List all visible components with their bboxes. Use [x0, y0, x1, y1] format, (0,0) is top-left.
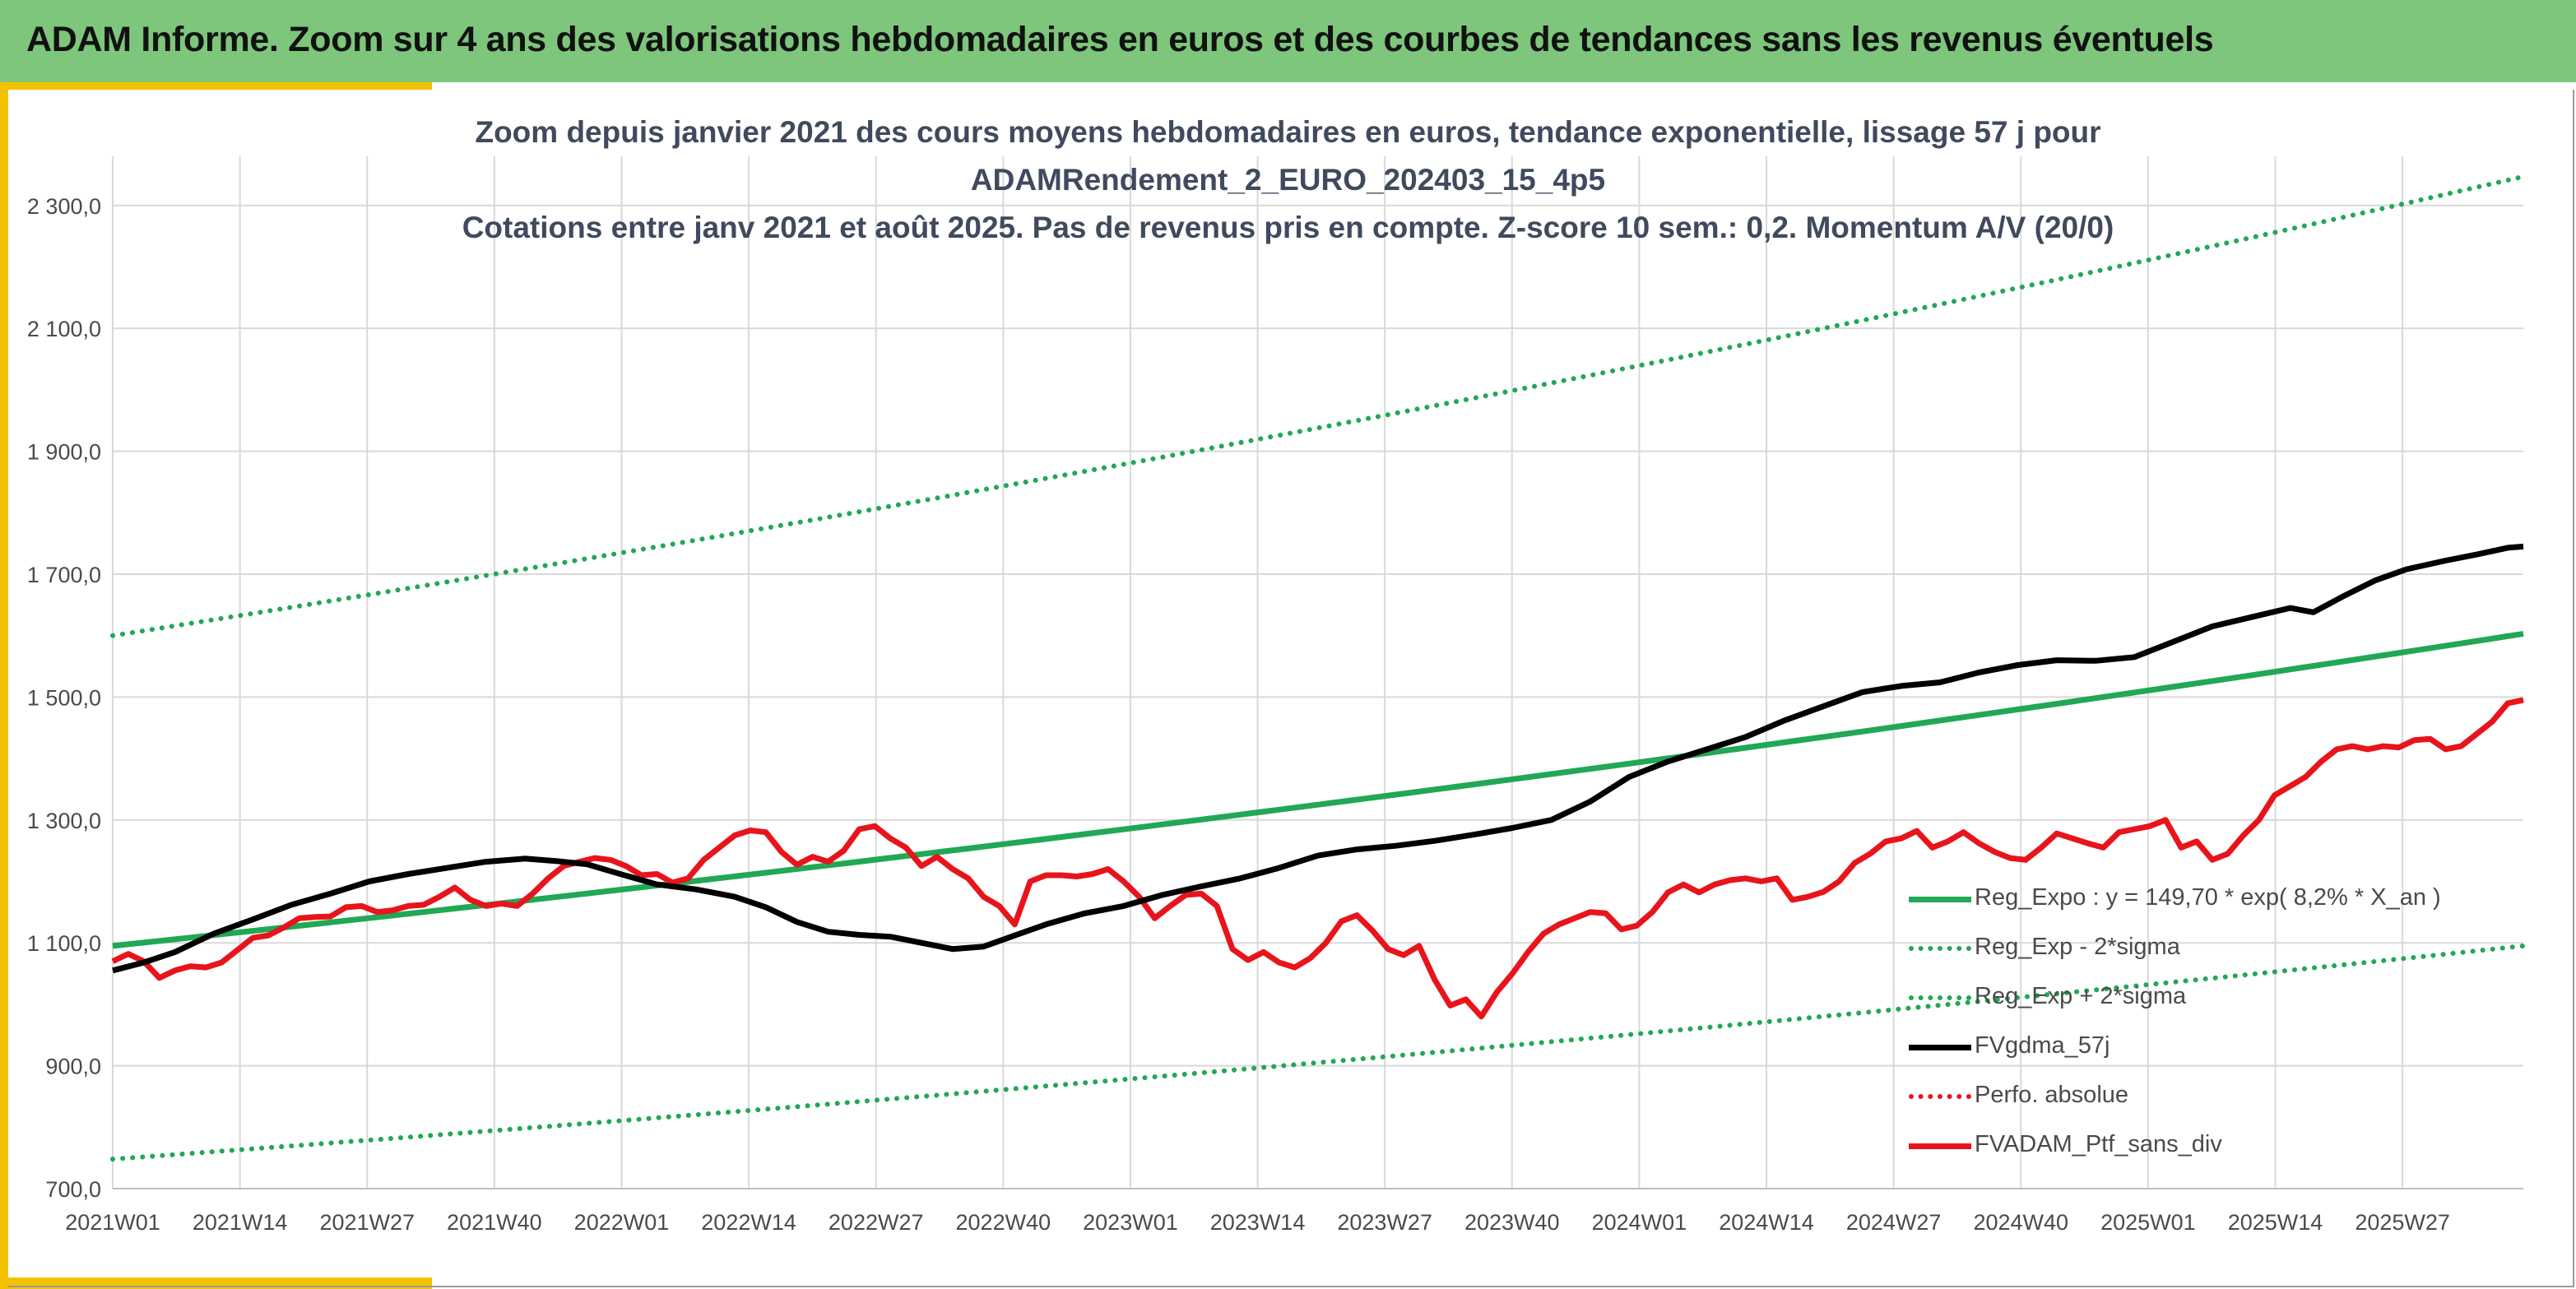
y-tick-label: 1 900,0 — [27, 440, 101, 465]
chart-subtitle-1: ADAMRendement_2_EURO_202403_15_4p5 — [970, 163, 1606, 197]
series-price — [111, 697, 2524, 1020]
y-tick-label: 700,0 — [45, 1177, 101, 1202]
legend-swatch — [1909, 1045, 1971, 1050]
x-tick-label: 2021W01 — [65, 1210, 160, 1235]
y-tick-label: 900,0 — [45, 1055, 101, 1079]
legend-swatch — [1909, 1143, 1971, 1149]
x-tick-label: 2024W27 — [1846, 1210, 1942, 1235]
legend-swatch — [1909, 995, 1971, 1000]
legend-swatch — [1909, 897, 1971, 902]
x-tick-label: 2023W40 — [1464, 1210, 1560, 1235]
x-tick-label: 2022W01 — [574, 1210, 670, 1235]
x-tick-label: 2022W27 — [828, 1210, 924, 1235]
x-tick-label: 2021W14 — [193, 1210, 288, 1235]
series-moving-average — [112, 543, 2524, 974]
series-upper-band — [110, 174, 2526, 638]
y-tick-label: 1 100,0 — [27, 931, 101, 956]
x-tick-label: 2025W14 — [2228, 1210, 2323, 1235]
y-tick-label: 1 500,0 — [27, 685, 101, 710]
legend-label: Perfo. absolue — [1975, 1082, 2129, 1108]
y-tick-label: 2 300,0 — [27, 194, 101, 219]
accent-bar-top — [0, 82, 432, 90]
x-tick-label: 2022W14 — [701, 1210, 796, 1235]
page-title: ADAM Informe. Zoom sur 4 ans des valoris… — [26, 20, 2214, 59]
x-tick-label: 2024W14 — [1719, 1210, 1814, 1235]
x-tick-label: 2021W40 — [447, 1210, 542, 1235]
x-tick-label: 2025W27 — [2355, 1210, 2450, 1235]
legend-swatch — [1909, 946, 1971, 951]
x-tick-label: 2022W40 — [956, 1210, 1051, 1235]
y-tick-label: 1 700,0 — [27, 563, 101, 587]
header-bar: ADAM Informe. Zoom sur 4 ans des valoris… — [0, 0, 2576, 82]
x-tick-label: 2024W40 — [1973, 1210, 2068, 1235]
x-tick-label: 2023W27 — [1337, 1210, 1432, 1235]
legend-label: Reg_Exp - 2*sigma — [1975, 934, 2180, 960]
legend-label: Reg_Expo : y = 149,70 * exp( 8,2% * X_an… — [1975, 884, 2441, 911]
series-trend-line — [112, 630, 2524, 949]
y-tick-label: 2 100,0 — [27, 317, 101, 341]
y-tick-label: 1 300,0 — [27, 809, 101, 833]
series-lower-band — [110, 943, 2526, 1162]
x-tick-label: 2024W01 — [1592, 1210, 1687, 1235]
chart-frame — [8, 90, 2574, 1287]
legend-label: FVgdma_57j — [1975, 1032, 2110, 1059]
accent-bar-left — [0, 82, 8, 1289]
x-tick-label: 2023W01 — [1083, 1210, 1178, 1235]
legend-label: FVADAM_Ptf_sans_div — [1975, 1131, 2222, 1157]
x-tick-label: 2025W01 — [2100, 1210, 2196, 1235]
legend-label: Reg_Exp + 2*sigma — [1975, 983, 2187, 1009]
legend-swatch — [1909, 1094, 1971, 1099]
x-tick-label: 2023W14 — [1210, 1210, 1306, 1235]
chart-subtitle-2: Cotations entre janv 2021 et août 2025. … — [462, 211, 2114, 244]
chart-title: Zoom depuis janvier 2021 des cours moyen… — [475, 115, 2101, 149]
x-tick-label: 2021W27 — [319, 1210, 415, 1235]
